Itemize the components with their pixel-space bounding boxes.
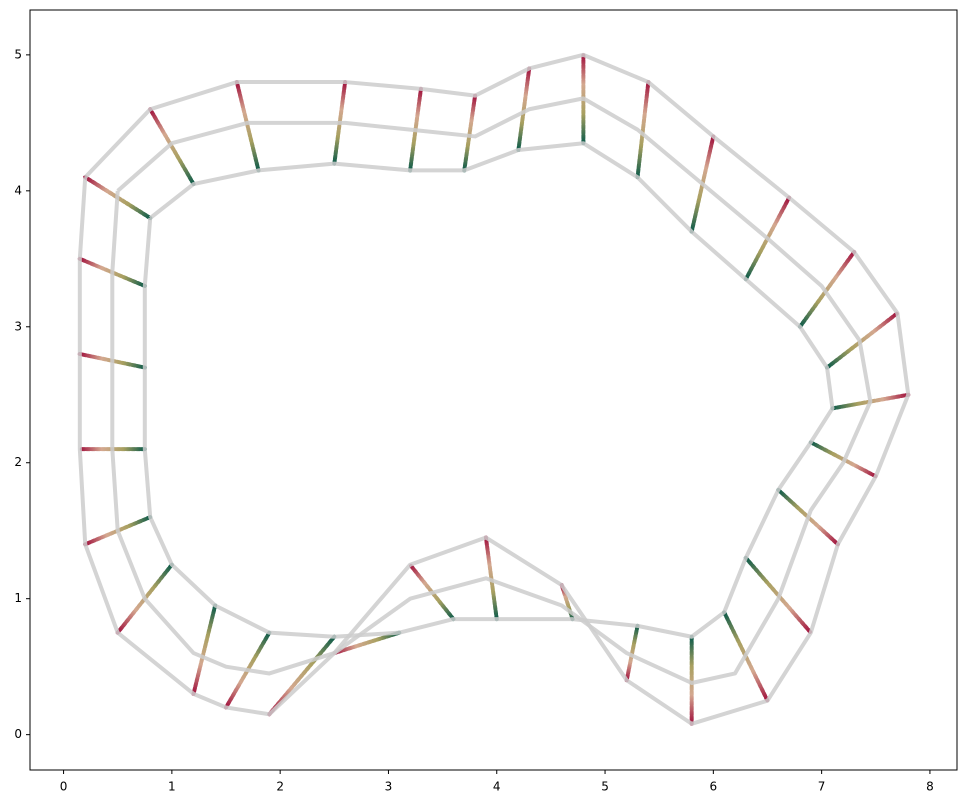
plot-frame: [29, 9, 958, 771]
normal-segment: [148, 107, 196, 187]
y-tick-label: 5: [14, 47, 22, 61]
x-tick-label: 6: [710, 780, 718, 794]
x-tick-label: 7: [818, 780, 826, 794]
normal-segment: [624, 623, 640, 683]
normal-segment: [516, 66, 532, 153]
offset-curve: [77, 52, 911, 726]
x-tick-label: 2: [276, 780, 284, 794]
x-tick-label: 4: [493, 780, 501, 794]
x-tick-label: 0: [60, 780, 68, 794]
normal-segment: [234, 80, 261, 173]
normal-segment: [332, 630, 402, 656]
x-tick-label: 5: [601, 780, 609, 794]
normal-segment: [825, 311, 900, 370]
normal-segment: [462, 93, 478, 173]
y-tick-label: 1: [14, 591, 22, 605]
y-tick-label: 4: [14, 183, 22, 197]
y-tick-label: 3: [14, 319, 22, 333]
y-tick-label: 0: [14, 727, 22, 741]
offset-curve: [110, 96, 873, 685]
y-tick-label: 2: [14, 455, 22, 469]
normal-segment: [797, 250, 857, 329]
normal-segment: [635, 80, 651, 180]
x-tick-label: 1: [168, 780, 176, 794]
normal-segment: [191, 603, 218, 696]
offset-curve: [142, 141, 835, 639]
x-tick-label: 8: [926, 780, 934, 794]
x-tick-label: 3: [385, 780, 393, 794]
